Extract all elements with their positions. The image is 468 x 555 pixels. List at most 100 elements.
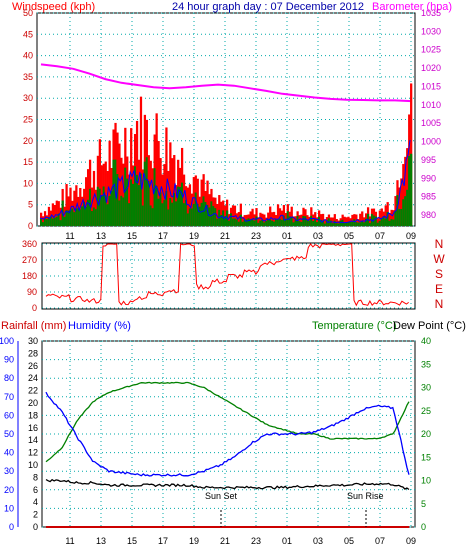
- windspeed-bar: [224, 205, 227, 226]
- windspeed-bar: [106, 171, 109, 226]
- rainfall-y-tick-label: 18: [28, 410, 38, 420]
- wind-average-bar: [85, 206, 88, 226]
- wind-average-bar: [69, 210, 72, 226]
- temp-x-tick-label: 23: [251, 536, 261, 546]
- rainfall-y-tick-label: 8: [33, 472, 38, 482]
- wind-x-tick-label: 05: [344, 231, 354, 241]
- wind-average-bar: [153, 168, 156, 226]
- windspeed-bar: [253, 214, 256, 226]
- sunrise-label: Sun Rise: [347, 491, 384, 501]
- wind-average-bar: [171, 202, 174, 226]
- windspeed-bar: [149, 160, 152, 226]
- wind-average-bar: [169, 198, 172, 226]
- wind-average-bar: [41, 222, 45, 226]
- wind-average-bar: [106, 204, 109, 226]
- wind-y-tick-label: 0: [28, 221, 33, 231]
- windspeed-bar: [118, 143, 121, 226]
- wind-average-bar: [274, 219, 278, 226]
- wind-average-bar: [180, 182, 184, 226]
- wind-average-bar: [173, 192, 176, 226]
- wind-average-bar: [392, 219, 395, 226]
- windspeed-bar: [384, 205, 387, 226]
- wind-average-bar: [126, 178, 129, 226]
- wind-average-bar: [353, 219, 356, 226]
- windspeed-bar: [51, 203, 55, 226]
- wind-average-bar: [179, 186, 182, 226]
- wind-average-bar: [141, 205, 145, 226]
- windspeed-bar: [251, 208, 254, 226]
- windspeed-bar: [282, 205, 286, 226]
- windspeed-bar: [290, 206, 293, 226]
- wind-average-bar: [147, 181, 150, 226]
- wind-average-bar: [149, 205, 152, 226]
- windspeed-bar: [65, 184, 68, 226]
- windspeed-bar: [186, 187, 190, 226]
- wind-average-bar: [196, 203, 199, 226]
- wind-average-bar: [296, 215, 299, 226]
- wind-average-bar: [323, 223, 327, 226]
- wind-average-bar: [122, 197, 125, 226]
- wind-average-bar: [227, 220, 231, 226]
- wind-average-bar: [79, 209, 82, 226]
- windspeed-bar: [257, 217, 260, 226]
- barometer-axis-label: Barometer (hpa): [372, 1, 452, 13]
- wind-average-bar: [63, 216, 66, 226]
- wind-average-bar: [245, 219, 248, 226]
- humidity-line: [45, 391, 410, 477]
- wind-average-bar: [308, 220, 311, 226]
- wind-x-tick-label: 15: [127, 231, 137, 241]
- temperature-y-tick-label: 25: [421, 406, 431, 416]
- windspeed-bar: [85, 177, 88, 226]
- wind-average-bar: [130, 179, 133, 226]
- wind-average-bar: [310, 215, 313, 226]
- wind-average-bar: [400, 208, 403, 226]
- rainfall-y-tick-label: 12: [28, 448, 38, 458]
- wind-average-bar: [241, 221, 244, 226]
- temperature-y-tick-label: 35: [421, 359, 431, 369]
- windspeed-bar: [392, 210, 395, 226]
- wind-average-bar: [182, 203, 186, 226]
- wind-average-bar: [357, 222, 360, 226]
- direction-panel-grid: [42, 243, 415, 309]
- windspeed-bar: [94, 189, 98, 226]
- wind-average-bar: [229, 213, 233, 226]
- wind-average-bar: [116, 174, 119, 226]
- humidity-y-tick-label: 90: [4, 355, 14, 365]
- wind-average-bar: [81, 206, 84, 226]
- temperature-line: [45, 381, 410, 463]
- wind-y-tick-label: 50: [23, 8, 33, 18]
- windspeed-bar: [139, 96, 143, 226]
- wind-average-bar: [282, 215, 286, 226]
- humidity-y-tick-label: 70: [4, 392, 14, 402]
- wind-average-bar: [40, 219, 43, 226]
- wind-average-bar: [278, 218, 282, 226]
- wind-average-bar: [337, 223, 340, 226]
- wind-average-bar: [128, 203, 131, 226]
- windspeed-bar: [231, 205, 235, 226]
- temperature-axis-label: Temperature (°C): [312, 320, 396, 332]
- wind-average-bar: [139, 173, 143, 226]
- wind-average-bar: [406, 189, 409, 226]
- wind-average-bar: [318, 216, 321, 226]
- wind-y-tick-label: 10: [23, 178, 33, 188]
- windspeed-bar: [188, 184, 192, 226]
- rainfall-y-tick-label: 16: [28, 423, 38, 433]
- temperature-y-tick-label: 15: [421, 452, 431, 462]
- wind-average-bar: [255, 216, 258, 226]
- wind-average-bar: [231, 218, 235, 226]
- barometer-line: [40, 63, 412, 103]
- wind-average-bar: [167, 209, 170, 226]
- wind-x-tick-label: 17: [158, 231, 168, 241]
- windspeed-bar: [120, 157, 123, 226]
- wind-average-bar: [175, 201, 178, 226]
- wind-average-bar: [314, 218, 317, 226]
- temperature-panel-series: [45, 381, 410, 528]
- dewpoint-axis-label: Dew Point (°C): [393, 320, 466, 332]
- windspeed-bar: [47, 206, 51, 226]
- wind-average-bar: [65, 210, 68, 226]
- chart-title: 24 hour graph day : 07 December 2012: [172, 1, 364, 13]
- wind-average-bar: [98, 188, 101, 226]
- windspeed-bar: [343, 216, 346, 226]
- windspeed-bar: [182, 174, 186, 226]
- wind-average-bar: [94, 209, 98, 226]
